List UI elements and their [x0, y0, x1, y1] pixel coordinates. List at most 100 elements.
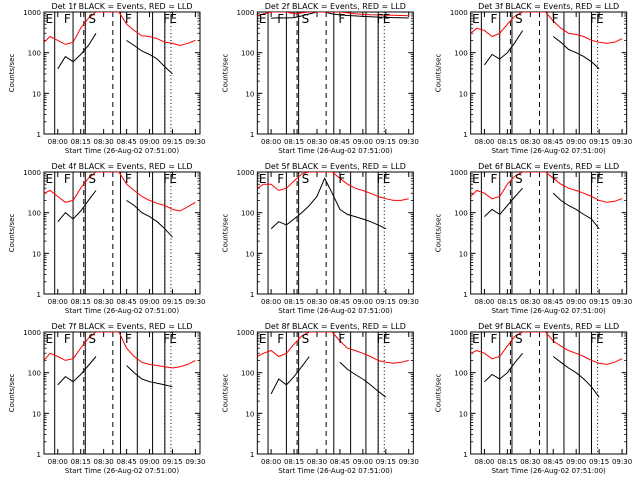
lld-series-line — [44, 332, 196, 369]
y-tick-label: 10 — [245, 250, 254, 258]
x-tick-label: 08:30 — [520, 458, 540, 466]
plot-frame — [470, 11, 628, 135]
interval-annotation: E — [46, 172, 54, 186]
y-tick-label: 1000 — [237, 169, 255, 177]
y-tick-label: 1 — [37, 451, 41, 459]
y-axis-label: Counts/sec — [435, 374, 443, 413]
y-axis-label: Counts/sec — [221, 54, 229, 93]
chart-title: Det 4f BLACK = Events, RED = LLD — [51, 162, 192, 171]
x-tick-label: 09:15 — [376, 458, 396, 466]
x-tick-label: 08:30 — [307, 138, 327, 146]
interval-annotation: F — [64, 332, 71, 346]
lld-series-line — [470, 172, 623, 203]
y-tick-label: 100 — [28, 210, 41, 218]
y-tick-label: 10 — [32, 250, 41, 258]
x-tick-label: 09:15 — [162, 458, 182, 466]
x-axis-label: Start Time (26-Aug-02 07:51:00) — [278, 467, 392, 475]
interval-annotation: F — [125, 332, 132, 346]
y-tick-label: 1 — [463, 131, 467, 139]
interval-annotation: F — [377, 332, 384, 346]
y-tick-label: 100 — [241, 50, 254, 58]
x-tick-label: 08:45 — [543, 298, 563, 306]
interval-annotation: E — [472, 12, 480, 26]
chart-title: Det 8f BLACK = Events, RED = LLD — [265, 322, 406, 331]
chart-panel: Det 4f BLACK = Events, RED = LLD 1 10 100 10… — [8, 162, 206, 315]
interval-annotation: F — [277, 172, 284, 186]
x-tick-label: 08:30 — [520, 138, 540, 146]
x-axis-label: Start Time (26-Aug-02 07:51:00) — [492, 467, 606, 475]
lld-series-line — [257, 332, 409, 364]
y-tick-label: 1 — [37, 291, 41, 299]
x-tick-label: 09:30 — [399, 138, 419, 146]
x-tick-label: 08:15 — [71, 138, 91, 146]
interval-annotation: F — [125, 12, 132, 26]
chart-panel: Det 9f BLACK = Events, RED = LLD 1 10 100 10… — [435, 322, 633, 475]
y-axis-label: Counts/sec — [8, 374, 16, 413]
x-axis-label: Start Time (26-Aug-02 07:51:00) — [65, 307, 179, 315]
events-series-line — [484, 30, 600, 70]
x-tick-label: 08:00 — [474, 298, 494, 306]
interval-annotation: F — [590, 12, 597, 26]
interval-annotation: F — [64, 12, 71, 26]
events-series-line — [57, 190, 173, 238]
x-tick-label: 08:45 — [330, 138, 350, 146]
y-axis-label: Counts/sec — [435, 214, 443, 253]
x-tick-label: 09:00 — [353, 298, 373, 306]
x-tick-label: 09:00 — [353, 138, 373, 146]
x-tick-label: 08:45 — [543, 138, 563, 146]
x-tick-label: 09:00 — [566, 138, 586, 146]
chart-title: Det 1f BLACK = Events, RED = LLD — [51, 2, 192, 11]
chart-panel: Det 1f BLACK = Events, RED = LLD 1 10 100 10… — [8, 2, 206, 155]
x-tick-label: 08:45 — [543, 458, 563, 466]
y-tick-label: 100 — [454, 210, 467, 218]
y-tick-label: 1 — [37, 131, 41, 139]
chart-panel: Det 2f BLACK = Events, RED = LLD 1 10 100 10… — [221, 2, 419, 155]
x-tick-label: 08:15 — [284, 138, 304, 146]
events-series-line — [57, 356, 173, 388]
interval-annotation: E — [259, 332, 267, 346]
events-series-line — [484, 352, 600, 398]
y-tick-label: 10 — [32, 410, 41, 418]
x-tick-label: 08:45 — [116, 458, 136, 466]
interval-annotation: F — [491, 332, 498, 346]
interval-annotation: F — [277, 332, 284, 346]
y-tick-label: 10 — [459, 90, 468, 98]
x-tick-label: 08:15 — [71, 458, 91, 466]
interval-annotation: S — [515, 12, 523, 26]
y-tick-label: 10 — [245, 410, 254, 418]
y-tick-label: 10 — [459, 410, 468, 418]
interval-annotation: S — [88, 172, 96, 186]
interval-annotation: S — [88, 332, 96, 346]
x-axis-label: Start Time (26-Aug-02 07:51:00) — [492, 307, 606, 315]
interval-annotation: F — [338, 12, 345, 26]
interval-annotation: E — [259, 172, 267, 186]
lld-series-line — [470, 12, 623, 44]
x-tick-label: 09:15 — [376, 138, 396, 146]
y-tick-label: 10 — [32, 90, 41, 98]
x-tick-label: 09:15 — [589, 298, 609, 306]
interval-annotation: E — [383, 12, 391, 26]
x-axis-label: Start Time (26-Aug-02 07:51:00) — [65, 467, 179, 475]
x-tick-label: 09:00 — [139, 138, 159, 146]
plot-frame — [43, 331, 201, 455]
x-tick-label: 08:00 — [261, 458, 281, 466]
y-tick-label: 1000 — [23, 9, 41, 17]
x-tick-label: 09:30 — [612, 138, 632, 146]
interval-annotation: E — [169, 332, 177, 346]
interval-annotation: E — [383, 332, 391, 346]
interval-annotation: F — [163, 172, 170, 186]
y-tick-label: 100 — [454, 370, 467, 378]
lld-series-line — [257, 12, 409, 17]
interval-annotation: E — [596, 12, 604, 26]
y-tick-label: 1000 — [237, 9, 255, 17]
x-tick-label: 08:45 — [330, 458, 350, 466]
interval-annotation: F — [590, 172, 597, 186]
lld-series-line — [470, 332, 623, 365]
interval-annotation: F — [491, 12, 498, 26]
interval-annotation: F — [552, 172, 559, 186]
interval-annotation: F — [64, 172, 71, 186]
plot-frame — [256, 331, 414, 455]
x-tick-label: 08:00 — [48, 298, 68, 306]
interval-annotation: S — [302, 332, 310, 346]
y-tick-label: 1000 — [450, 329, 468, 337]
